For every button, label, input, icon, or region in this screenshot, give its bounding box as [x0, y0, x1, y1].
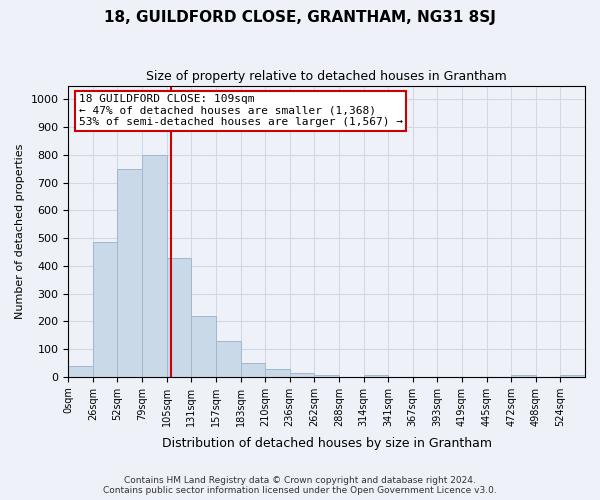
- Bar: [560, 376, 585, 377]
- Bar: [265, 370, 290, 377]
- Bar: [290, 372, 314, 377]
- Text: 18, GUILDFORD CLOSE, GRANTHAM, NG31 8SJ: 18, GUILDFORD CLOSE, GRANTHAM, NG31 8SJ: [104, 10, 496, 25]
- Y-axis label: Number of detached properties: Number of detached properties: [15, 144, 25, 319]
- Bar: [241, 363, 265, 377]
- Bar: [118, 169, 142, 377]
- Bar: [216, 340, 241, 377]
- X-axis label: Distribution of detached houses by size in Grantham: Distribution of detached houses by size …: [161, 437, 491, 450]
- Bar: [167, 258, 191, 377]
- Title: Size of property relative to detached houses in Grantham: Size of property relative to detached ho…: [146, 70, 507, 83]
- Bar: [93, 242, 118, 377]
- Bar: [364, 376, 388, 377]
- Bar: [68, 366, 93, 377]
- Bar: [314, 374, 339, 377]
- Bar: [191, 316, 216, 377]
- Bar: [142, 155, 167, 377]
- Text: Contains HM Land Registry data © Crown copyright and database right 2024.
Contai: Contains HM Land Registry data © Crown c…: [103, 476, 497, 495]
- Text: 18 GUILDFORD CLOSE: 109sqm
← 47% of detached houses are smaller (1,368)
53% of s: 18 GUILDFORD CLOSE: 109sqm ← 47% of deta…: [79, 94, 403, 128]
- Bar: [511, 376, 536, 377]
